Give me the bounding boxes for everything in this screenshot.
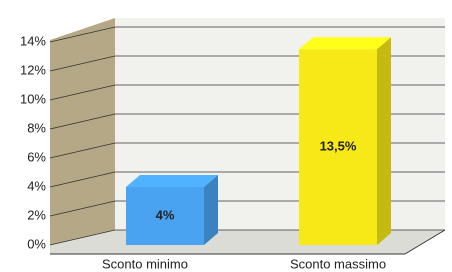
y-tick-label: 14% xyxy=(20,33,46,48)
bar-side xyxy=(377,37,391,245)
chart: 0% 2% 4% 6% 8% 10% 12% 14% Sconto minimo 4% Sconto… xyxy=(0,0,452,272)
side-wall xyxy=(50,18,115,245)
y-tick-label: 12% xyxy=(20,62,46,77)
x-tick-label: Sconto massimo xyxy=(290,256,386,271)
y-tick-label: 2% xyxy=(27,207,46,222)
y-tick-label: 8% xyxy=(27,120,46,135)
value-label: 4% xyxy=(156,207,175,222)
bar-top xyxy=(299,37,391,49)
y-tick-label: 6% xyxy=(27,149,46,164)
y-tick-label: 4% xyxy=(27,178,46,193)
bar-side xyxy=(204,175,218,245)
y-tick-label: 0% xyxy=(27,236,46,251)
x-tick-label: Sconto minimo xyxy=(102,256,188,271)
y-tick-label: 10% xyxy=(20,91,46,106)
bar-top xyxy=(126,175,218,187)
value-label: 13,5% xyxy=(320,139,357,154)
